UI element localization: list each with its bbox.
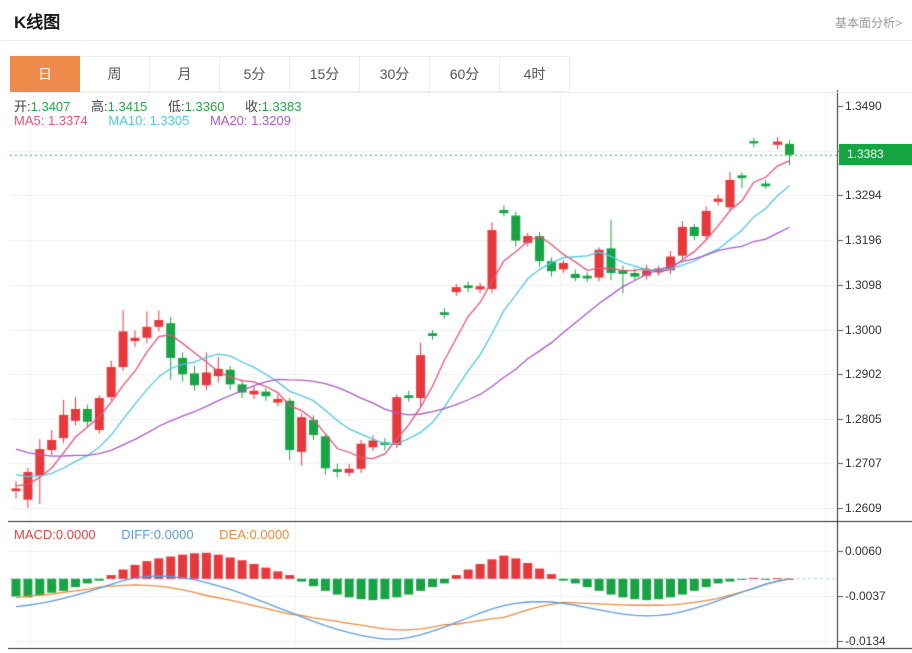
tab-周[interactable]: 周 <box>80 56 150 92</box>
price-tick-label: 1.3490 <box>845 99 882 113</box>
price-tick-label: 1.3000 <box>845 322 882 337</box>
macd-value: 0.0000 <box>55 527 96 542</box>
macd-tick-label: -0.0134 <box>845 634 886 648</box>
open-label: 开: <box>14 99 31 114</box>
close-value: 1.3383 <box>261 99 302 114</box>
low-label: 低: <box>168 99 185 114</box>
price-tick-label: 1.3196 <box>845 233 882 248</box>
macd-tick-label: -0.0037 <box>845 589 886 603</box>
current-price-badge: 1.3383 <box>839 144 912 166</box>
ohlc-info: 开:1.3407 高:1.3415 低:1.3360 收:1.3383 <box>14 96 318 115</box>
ma20-label: MA20: <box>209 113 248 128</box>
price-tick-label: 1.2707 <box>845 456 882 471</box>
ma5-value: 1.3374 <box>47 113 88 128</box>
macd-info: MACD:0.0000 DIFF:0.0000 DEA:0.0000 <box>14 527 289 542</box>
open-value: 1.3407 <box>30 99 71 114</box>
high-value: 1.3415 <box>107 99 148 114</box>
tab-4时[interactable]: 4时 <box>500 56 570 92</box>
ma-info: MA5: 1.3374 MA10: 1.3305 MA20: 1.3209 <box>14 113 308 128</box>
tab-月[interactable]: 月 <box>150 56 220 92</box>
macd-label: MACD: <box>14 527 56 542</box>
tab-bar: 日周月 5分 15分 30分 60分 4时 <box>10 56 912 93</box>
diff-value: 0.0000 <box>153 527 194 542</box>
price-tick-label: 1.3098 <box>845 277 882 292</box>
tab-60分[interactable]: 60分 <box>430 56 500 92</box>
price-tick-label: 1.3294 <box>845 188 882 203</box>
dea-label: DEA: <box>219 527 250 542</box>
tab-5分[interactable]: 5分 <box>220 56 290 92</box>
ma5-label: MA5: <box>14 113 45 128</box>
ma10-label: MA10: <box>108 113 146 128</box>
high-label: 高: <box>91 99 108 114</box>
tab-日[interactable]: 日 <box>10 56 80 92</box>
dea-value: 0.0000 <box>249 527 290 542</box>
tab-30分[interactable]: 30分 <box>360 56 430 92</box>
ma10-value: 1.3305 <box>149 113 190 128</box>
price-tick-label: 1.2609 <box>845 501 882 515</box>
diff-label: DIFF: <box>121 527 154 542</box>
low-value: 1.3360 <box>184 99 225 114</box>
macd-tick-label: 0.0060 <box>845 544 882 558</box>
price-tick-label: 1.2805 <box>845 411 882 426</box>
tab-15分[interactable]: 15分 <box>290 56 360 92</box>
ma20-value: 1.3209 <box>251 113 291 128</box>
close-label: 收: <box>245 99 262 114</box>
price-tick-label: 1.2902 <box>845 367 882 382</box>
